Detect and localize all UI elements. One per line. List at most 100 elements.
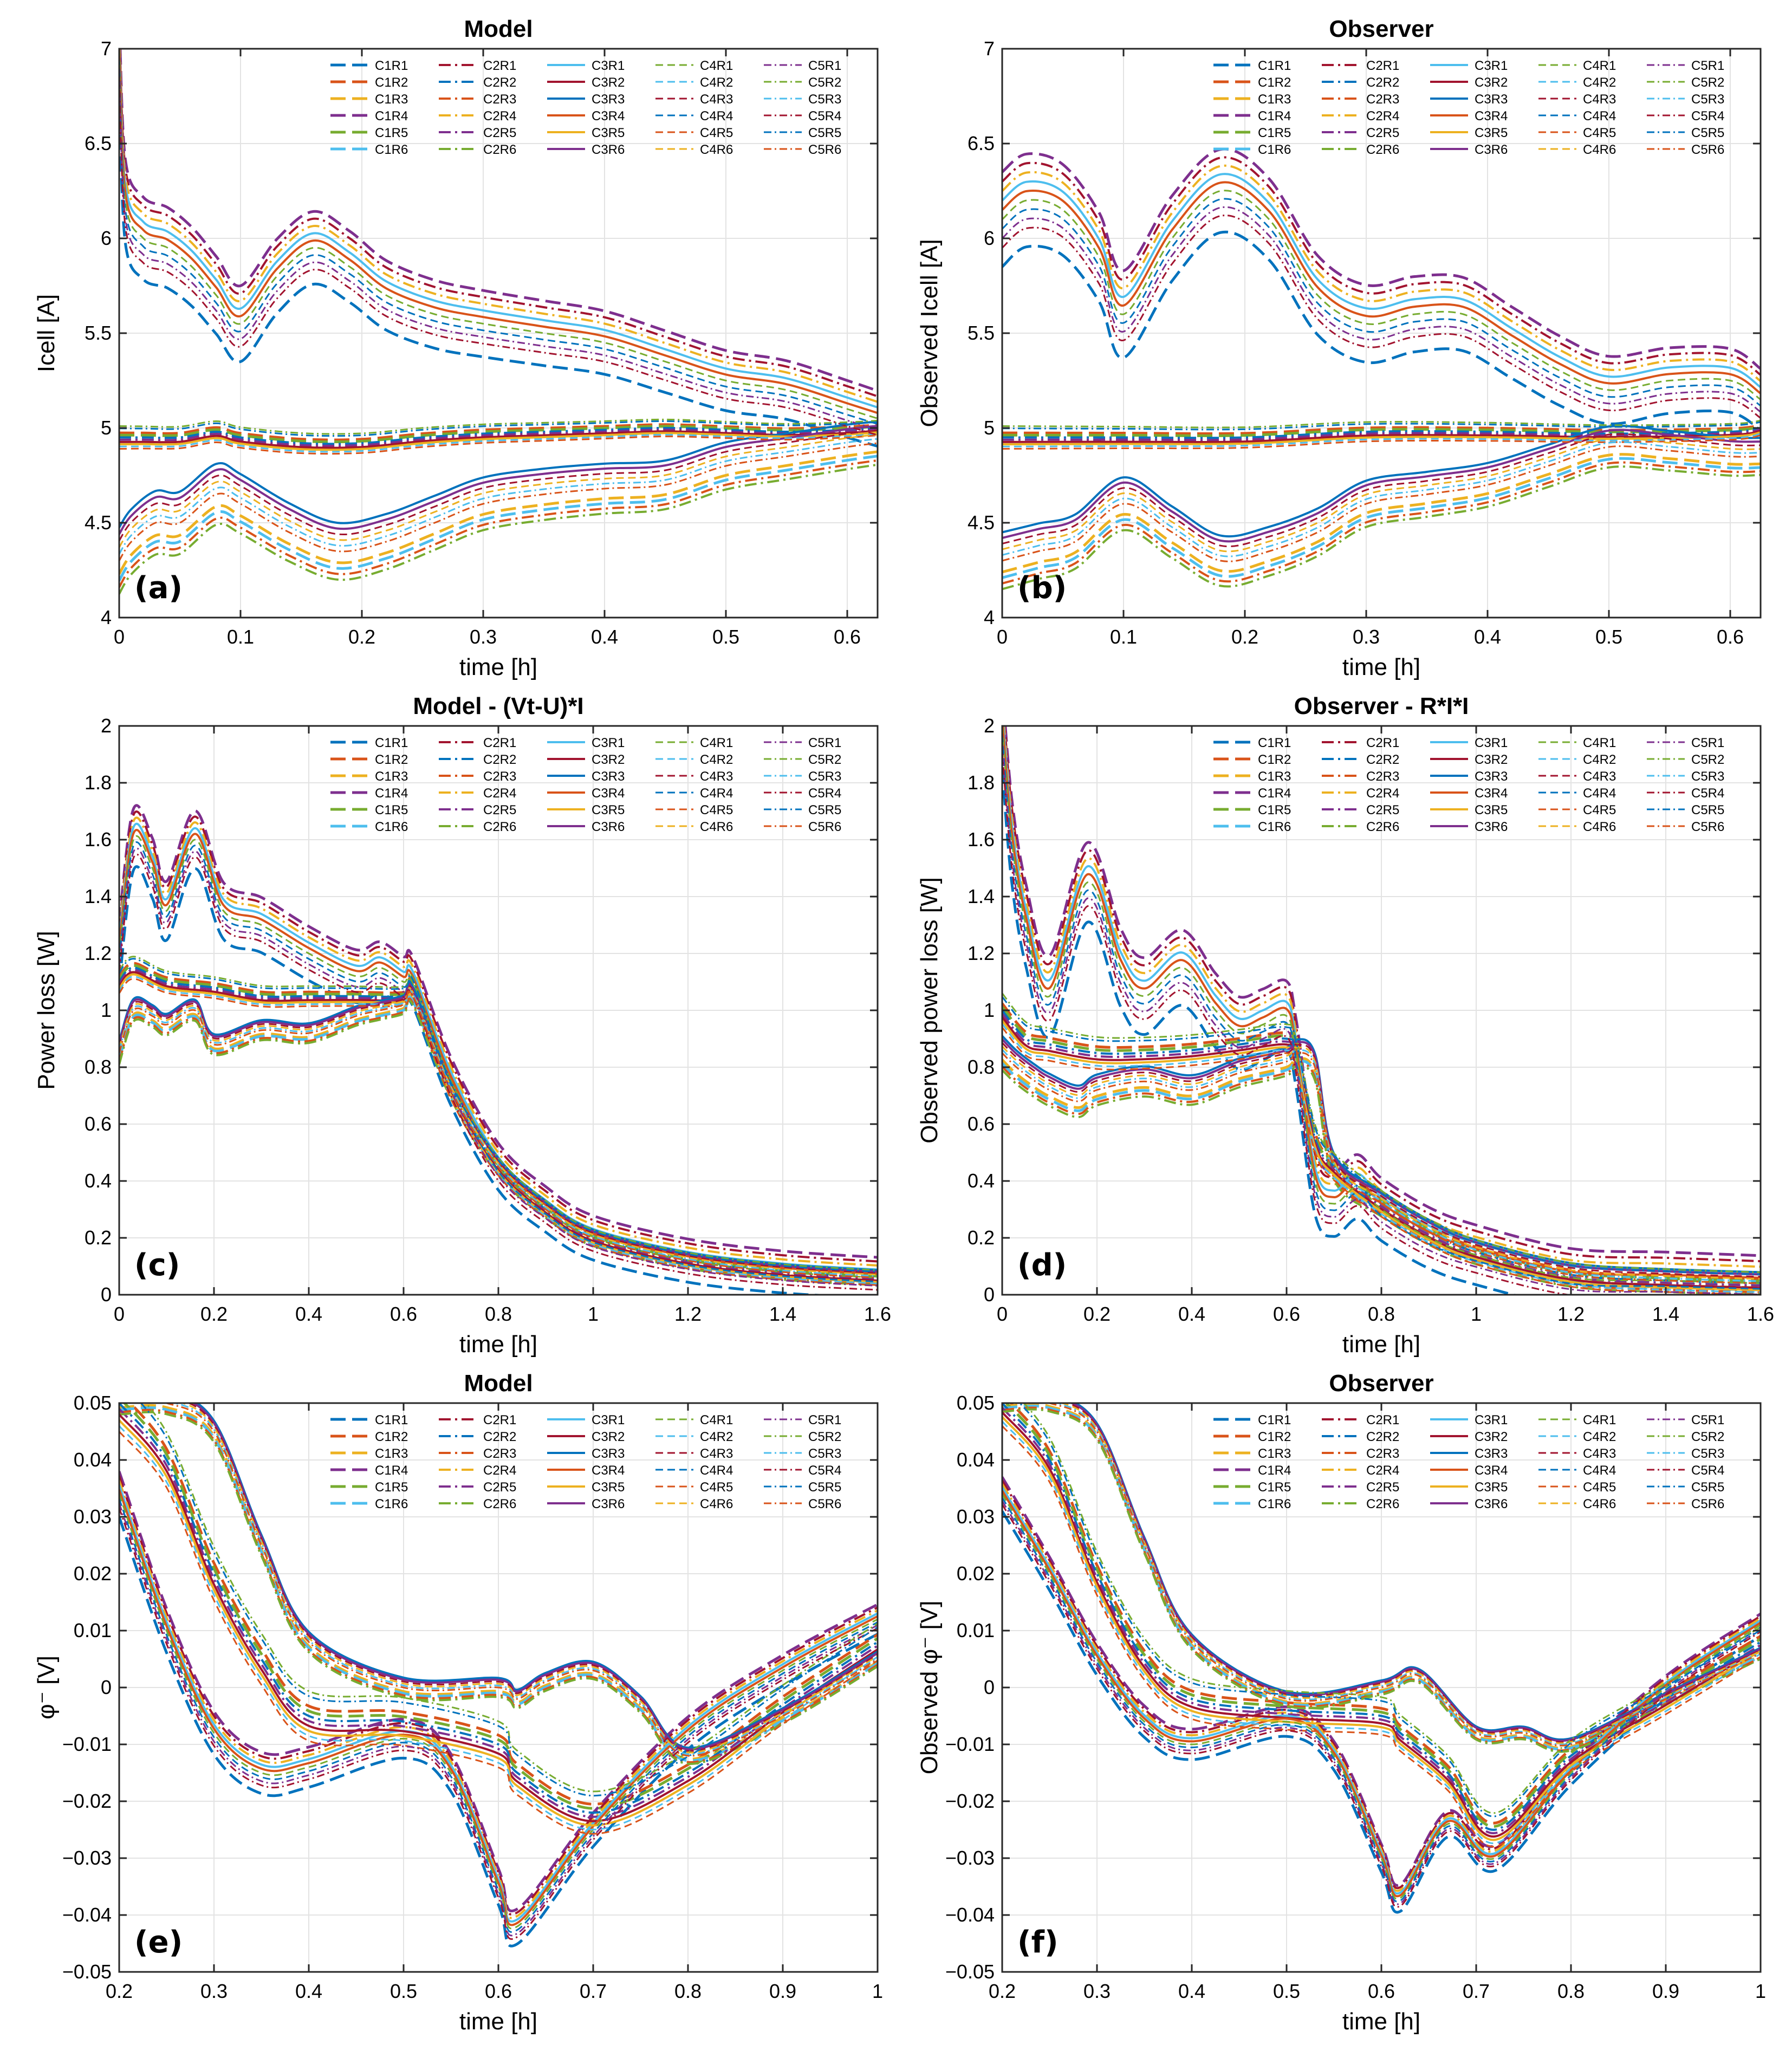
series-line-c2r5 [119,1408,878,1818]
legend-label: C3R6 [1475,1497,1508,1511]
y-tick-label: −0.03 [945,1847,995,1869]
legend-label: C5R4 [1691,1463,1724,1478]
legend-label: C2R1 [483,736,516,750]
series-line-c2r3 [1002,461,1761,585]
series-line-c3r4 [119,49,878,414]
legend-label: C2R5 [483,803,516,817]
series-layer [119,804,878,1295]
legend-label: C1R3 [375,92,408,107]
series-line-c1r6 [119,455,878,582]
series-line-c1r6 [1002,457,1761,579]
legend-label: C3R2 [1475,1430,1508,1444]
series-line-c3r6 [1002,429,1761,543]
y-tick-label: −0.05 [945,1961,995,1983]
y-tick-label: 0.02 [74,1562,112,1585]
legend-label: C4R5 [700,803,733,817]
panel-tag: (e) [134,1925,183,1960]
legend-label: C4R4 [1583,1463,1616,1478]
legend-label: C5R3 [1691,92,1724,107]
series-line-c2r2 [1002,1403,1761,1831]
legend-label: C4R1 [700,736,733,750]
legend-label: C2R4 [483,786,516,801]
series-line-c2r4 [1002,164,1761,382]
y-tick-label: 1.6 [968,828,995,851]
legend-label: C5R1 [808,1413,841,1427]
series-line-c5r6 [119,990,878,1278]
x-tick-label: 0.6 [1368,1980,1395,2002]
legend-label: C2R6 [483,820,516,834]
legend-label: C2R6 [1366,1497,1399,1511]
series-line-c1r2 [1002,424,1761,436]
chart-title: Model [464,1370,533,1397]
series-line-c2r1 [1003,726,1761,1263]
legend-label: C4R2 [700,1430,733,1444]
legend-label: C1R1 [375,1413,408,1427]
series-line-c5r2 [1002,419,1761,429]
legend-label: C2R5 [483,1480,516,1495]
series-line-c1r1 [119,1516,878,1948]
series-line-c5r1 [119,1503,878,1937]
x-tick-label: 0.4 [295,1980,322,2002]
legend: C1R1 C1R2 C1R3 C1R4 C1R5 C1R6 C2R1 C2R2 C2R3 C2R4… [330,736,841,834]
series-line-c1r2 [1009,1403,1761,1825]
x-tick-label: 0.2 [200,1303,228,1325]
legend-label: C2R3 [483,92,516,107]
series-line-c1r4 [119,1471,878,1912]
y-axis-label: Observed power loss [W] [916,877,943,1144]
series-line-c3r4 [119,828,878,1275]
y-tick-label: 0.8 [968,1056,995,1078]
series-line-c3r6 [191,1403,878,1751]
y-tick-label: 0.2 [968,1226,995,1249]
legend-label: C2R4 [1366,109,1399,124]
y-tick-label: 4 [101,606,112,628]
series-line-c3r4 [1002,1490,1761,1898]
series-line-c4r6 [180,1403,878,1754]
legend-label: C4R1 [1583,59,1616,73]
series-line-c4r5 [119,1431,878,1835]
legend-label: C2R4 [483,109,516,124]
legend-label: C5R3 [808,1446,841,1461]
legend-label: C3R5 [592,126,625,140]
series-line-c2r1 [119,49,878,398]
series-line-c1r3 [1002,453,1761,574]
legend-label: C4R6 [700,820,733,834]
legend-label: C4R5 [1583,126,1616,140]
legend-label: C3R1 [592,736,625,750]
legend-label: C5R5 [808,1480,841,1495]
x-tick-label: 0.4 [591,626,618,648]
series-line-c2r2 [1002,427,1761,439]
legend-label: C4R6 [1583,1497,1616,1511]
series-line-c5r5 [119,958,878,1273]
y-tick-label: 6 [101,227,112,249]
legend-label: C4R4 [1583,786,1616,801]
series-line-c2r4 [119,49,878,403]
legend-label: C5R4 [808,109,841,124]
x-tick-label: 1.2 [1557,1303,1585,1325]
legend-label: C3R4 [1475,109,1508,124]
legend-label: C5R4 [1691,786,1724,801]
series-line-c5r5 [1002,996,1761,1276]
legend-label: C5R5 [808,126,841,140]
series-line-c5r5 [1018,1403,1761,1818]
y-tick-label: 4 [984,606,995,628]
legend-label: C5R1 [1691,736,1724,750]
x-tick-label: 0.3 [200,1980,228,2002]
series-line-c5r5 [119,420,878,437]
legend-label: C5R6 [808,142,841,157]
legend-label: C1R3 [375,769,408,784]
y-tick-label: 0.8 [85,1056,112,1078]
series-line-c4r1 [1002,1494,1761,1900]
legend-label: C2R3 [1366,92,1399,107]
series-layer [119,49,878,595]
legend-label: C4R2 [700,75,733,90]
legend-label: C5R5 [1691,126,1724,140]
x-tick-label: 1.4 [769,1303,796,1325]
legend-label: C3R6 [592,820,625,834]
panel-tag: (d) [1017,1248,1067,1283]
panel-c: 0 0.2 0.4 0.6 0.8 1 1.2 1.4 1.6 0 0.2 0.4 0.6 0.8 1 1.2… [33,693,891,1358]
series-line-c1r4 [119,804,878,1259]
series-line-c4r5 [119,978,878,1286]
series-line-c4r3 [119,985,878,1274]
x-tick-label: 0.4 [1178,1303,1205,1325]
legend-label: C5R6 [808,1497,841,1511]
